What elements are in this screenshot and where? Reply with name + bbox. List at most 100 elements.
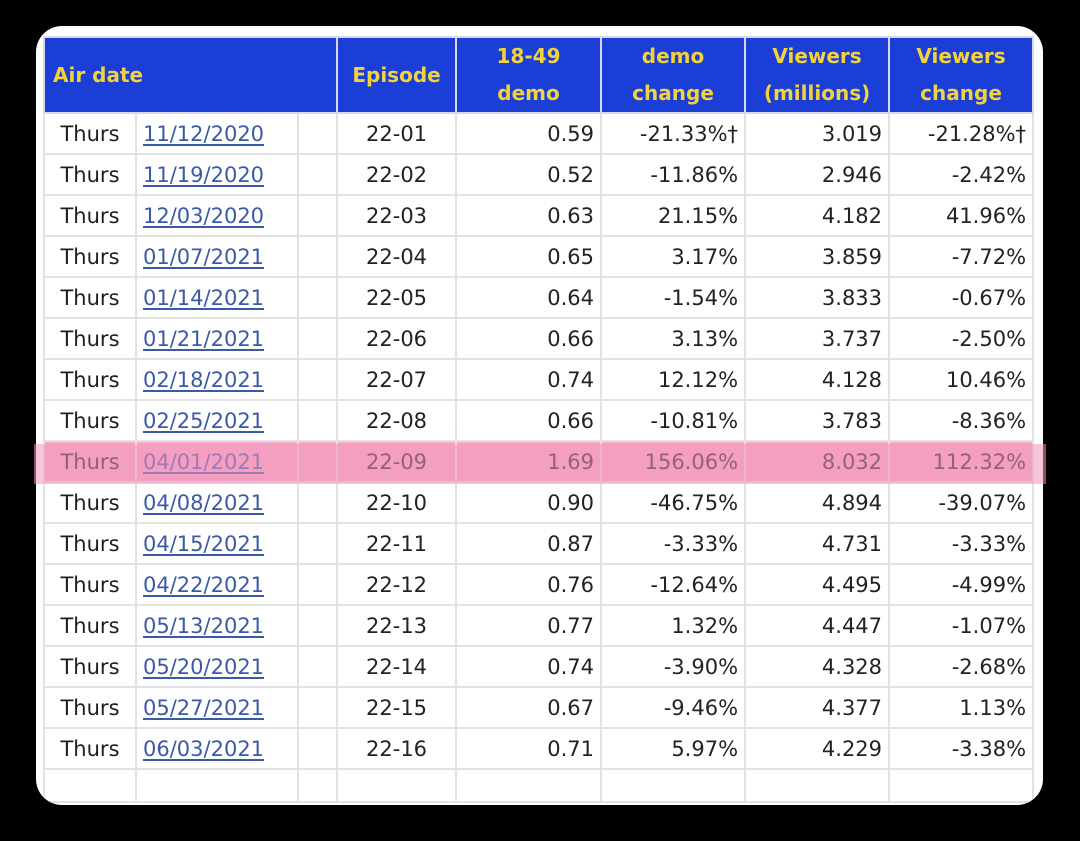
empty-cell: [744, 768, 891, 803]
header-demo-change: demo change: [600, 36, 747, 114]
episode-cell: 22-10: [336, 481, 458, 524]
air-date-cell: 06/03/2021: [135, 727, 299, 770]
empty-cell: [455, 768, 603, 803]
air-date-link[interactable]: 11/19/2020: [143, 162, 265, 187]
empty-cell: [296, 768, 339, 803]
empty-cell: [296, 645, 339, 688]
table-body: Thurs 11/12/2020 22-01 0.59 -21.33%† 3.019 -21…: [43, 112, 1035, 803]
demo-change-cell: -12.64%: [600, 563, 747, 606]
demo-change-cell: 21.15%: [600, 194, 747, 237]
air-date-link[interactable]: 04/22/2021: [143, 572, 265, 597]
air-date-link[interactable]: 01/07/2021: [143, 244, 265, 269]
empty-cell: [296, 194, 339, 237]
viewers-cell: 3.783: [744, 399, 891, 442]
demo-cell: 0.77: [455, 604, 603, 647]
viewers-change-cell: 1.13%: [888, 686, 1035, 729]
air-day: Thurs: [43, 686, 137, 729]
air-day: Thurs: [43, 358, 137, 401]
air-date-cell: 11/19/2020: [135, 153, 299, 196]
viewers-change-cell: -2.68%: [888, 645, 1035, 688]
episode-cell: 22-02: [336, 153, 458, 196]
demo-change-cell: -1.54%: [600, 276, 747, 319]
demo-cell: 0.63: [455, 194, 603, 237]
table-row: Thurs 04/15/2021 22-11 0.87 -3.33% 4.731 -3.33…: [43, 522, 1035, 565]
demo-cell: 0.76: [455, 563, 603, 606]
viewers-cell: 3.737: [744, 317, 891, 360]
viewers-change-cell: 10.46%: [888, 358, 1035, 401]
air-date-cell: 04/01/2021: [135, 440, 299, 483]
viewers-cell: 4.328: [744, 645, 891, 688]
demo-cell: 0.67: [455, 686, 603, 729]
table-row: Thurs 04/22/2021 22-12 0.76 -12.64% 4.495 -4.9…: [43, 563, 1035, 606]
viewers-cell: 4.182: [744, 194, 891, 237]
air-date-cell: 04/22/2021: [135, 563, 299, 606]
viewers-cell: 2.946: [744, 153, 891, 196]
empty-cell: [296, 358, 339, 401]
air-day: Thurs: [43, 317, 137, 360]
viewers-cell: 4.894: [744, 481, 891, 524]
demo-cell: 0.71: [455, 727, 603, 770]
episode-cell: 22-04: [336, 235, 458, 278]
demo-cell: 0.74: [455, 358, 603, 401]
episode-cell: 22-16: [336, 727, 458, 770]
air-date-cell: 01/07/2021: [135, 235, 299, 278]
empty-cell: [296, 686, 339, 729]
demo-change-cell: -46.75%: [600, 481, 747, 524]
air-date-link[interactable]: 05/27/2021: [143, 695, 265, 720]
air-date-cell: 04/08/2021: [135, 481, 299, 524]
air-day: Thurs: [43, 522, 137, 565]
demo-cell: 0.90: [455, 481, 603, 524]
air-date-link[interactable]: 04/15/2021: [143, 531, 265, 556]
air-date-link[interactable]: 06/03/2021: [143, 736, 265, 761]
air-date-link[interactable]: 11/12/2020: [143, 121, 265, 146]
empty-cell: [296, 276, 339, 319]
air-date-cell: 05/13/2021: [135, 604, 299, 647]
empty-cell: [296, 399, 339, 442]
episode-cell: 22-13: [336, 604, 458, 647]
air-day: Thurs: [43, 563, 137, 606]
air-date-link[interactable]: 12/03/2020: [143, 203, 265, 228]
episode-cell: 22-07: [336, 358, 458, 401]
table-row: Thurs 05/20/2021 22-14 0.74 -3.90% 4.328 -2.68…: [43, 645, 1035, 688]
demo-change-cell: 156.06%: [600, 440, 747, 483]
empty-cell: [296, 481, 339, 524]
air-date-link[interactable]: 02/25/2021: [143, 408, 265, 433]
episode-cell: 22-01: [336, 112, 458, 155]
viewers-change-cell: -39.07%: [888, 481, 1035, 524]
air-date-link[interactable]: 04/01/2021: [143, 449, 265, 474]
table-row: Thurs 04/08/2021 22-10 0.90 -46.75% 4.894 -39.…: [43, 481, 1035, 524]
viewers-cell: 3.833: [744, 276, 891, 319]
episode-cell: 22-09: [336, 440, 458, 483]
empty-row: [43, 768, 1035, 803]
air-date-cell: 05/20/2021: [135, 645, 299, 688]
air-date-link[interactable]: 01/21/2021: [143, 326, 265, 351]
header-air-date: Air date: [42, 36, 339, 114]
demo-cell: 0.66: [455, 399, 603, 442]
table-row: Thurs 02/18/2021 22-07 0.74 12.12% 4.128 10.46…: [43, 358, 1035, 401]
air-day: Thurs: [43, 235, 137, 278]
air-day: Thurs: [43, 727, 137, 770]
table-row: Thurs 01/14/2021 22-05 0.64 -1.54% 3.833 -0.67…: [43, 276, 1035, 319]
air-date-cell: 11/12/2020: [135, 112, 299, 155]
air-date-link[interactable]: 05/20/2021: [143, 654, 265, 679]
demo-cell: 0.64: [455, 276, 603, 319]
table-row: Thurs 01/07/2021 22-04 0.65 3.17% 3.859 -7.72%: [43, 235, 1035, 278]
air-date-cell: 05/27/2021: [135, 686, 299, 729]
demo-change-cell: -3.90%: [600, 645, 747, 688]
empty-cell: [296, 440, 339, 483]
air-day: Thurs: [43, 112, 137, 155]
air-date-cell: 02/18/2021: [135, 358, 299, 401]
demo-cell: 0.66: [455, 317, 603, 360]
viewers-cell: 4.377: [744, 686, 891, 729]
air-date-link[interactable]: 02/18/2021: [143, 367, 265, 392]
viewers-cell: 4.495: [744, 563, 891, 606]
air-date-link[interactable]: 05/13/2021: [143, 613, 265, 638]
empty-cell: [888, 768, 1035, 803]
demo-change-cell: 1.32%: [600, 604, 747, 647]
air-date-link[interactable]: 04/08/2021: [143, 490, 265, 515]
table-row: Thurs 12/03/2020 22-03 0.63 21.15% 4.182 41.96…: [43, 194, 1035, 237]
air-date-link[interactable]: 01/14/2021: [143, 285, 265, 310]
empty-cell: [296, 153, 339, 196]
air-day: Thurs: [43, 153, 137, 196]
ratings-card: Air date Episode 18-49 demo demo change …: [36, 26, 1043, 805]
